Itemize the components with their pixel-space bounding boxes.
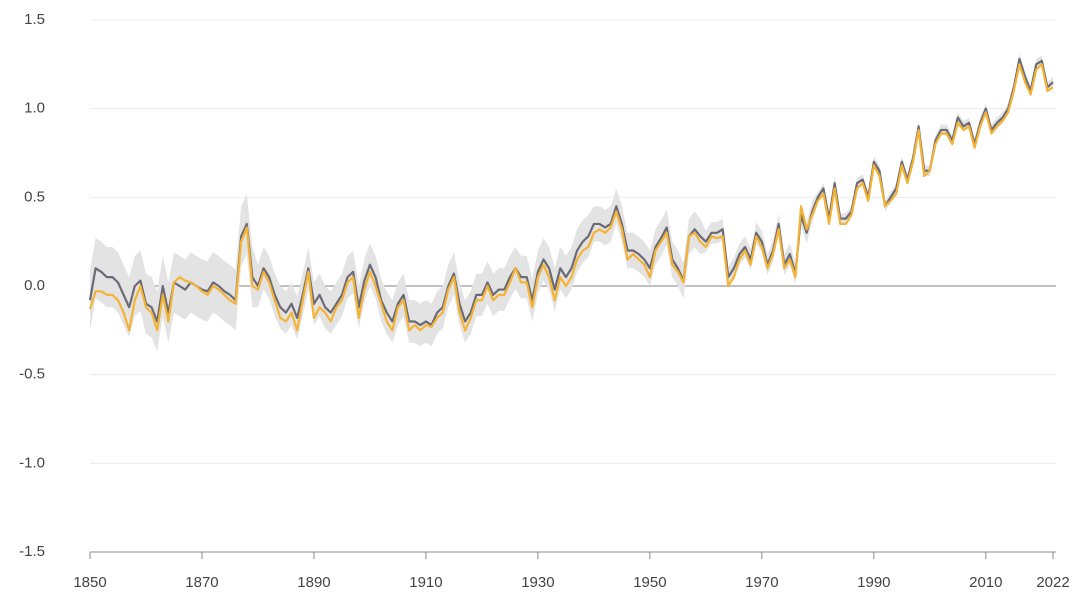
x-tick-label: 1890 xyxy=(297,574,330,591)
uncertainty-band xyxy=(90,53,1053,352)
y-tick-label: 0.0 xyxy=(24,277,45,294)
series-line xyxy=(88,63,1054,332)
x-tick-label: 1950 xyxy=(633,574,666,591)
y-tick-label: 1.5 xyxy=(24,11,45,28)
x-tick-label: 1930 xyxy=(521,574,554,591)
y-tick-label: -1.0 xyxy=(19,454,45,471)
x-tick-label: 1850 xyxy=(73,574,106,591)
y-tick-label: -0.5 xyxy=(19,366,45,383)
y-tick-label: -1.5 xyxy=(19,543,45,560)
x-tick-label: 1990 xyxy=(857,574,890,591)
y-tick-label: 0.5 xyxy=(24,188,45,205)
x-tick-label: 1910 xyxy=(409,574,442,591)
x-tick-label: 2010 xyxy=(969,574,1002,591)
y-tick-label: 1.0 xyxy=(24,100,45,117)
x-tick-label: 1970 xyxy=(745,574,778,591)
x-tick-label: 1870 xyxy=(185,574,218,591)
x-tick-label: 2022 xyxy=(1036,574,1069,591)
